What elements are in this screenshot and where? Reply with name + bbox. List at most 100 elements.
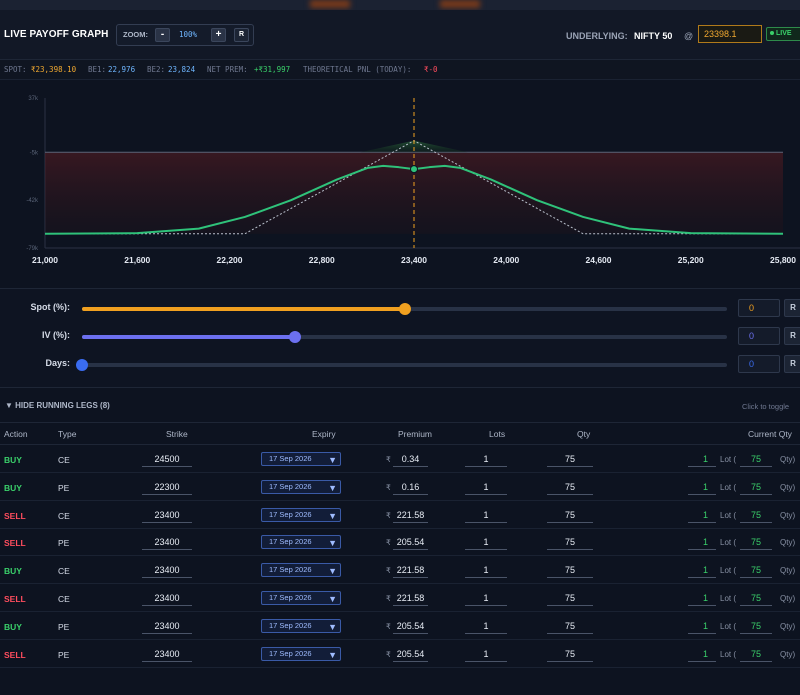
slider-reset-button[interactable]: R	[784, 299, 800, 317]
current-lots-input[interactable]: 1	[688, 619, 716, 634]
option-type[interactable]: PE	[58, 538, 70, 549]
strike-input[interactable]: 22300	[142, 480, 192, 495]
slider-thumb[interactable]	[398, 303, 411, 315]
expiry-select[interactable]: 17 Sep 2026 ▼	[261, 563, 341, 578]
expiry-select[interactable]: 17 Sep 2026 ▼	[261, 535, 341, 550]
zoom-in-button[interactable]: +	[211, 28, 226, 42]
strike-input[interactable]: 23400	[142, 647, 192, 662]
action-toggle[interactable]: SELL	[4, 510, 26, 521]
expiry-select[interactable]: 17 Sep 2026 ▼	[261, 507, 341, 522]
option-type[interactable]: CE	[58, 510, 70, 521]
hide-running-legs-toggle[interactable]: ▼ HIDE RUNNING LEGS (8)	[5, 401, 110, 410]
option-type[interactable]: CE	[58, 455, 70, 465]
qty-label: Qty)	[780, 482, 796, 492]
action-toggle[interactable]: BUY	[4, 482, 22, 493]
underlying-price-input[interactable]: 23398.1	[698, 25, 762, 43]
expiry-select[interactable]: 17 Sep 2026 ▼	[261, 452, 341, 466]
slider-value-input[interactable]: 0	[738, 299, 780, 317]
lots-input[interactable]: 1	[465, 480, 507, 495]
slider-reset-button[interactable]: R	[784, 327, 800, 345]
action-toggle[interactable]: SELL	[4, 538, 26, 549]
option-type[interactable]: PE	[58, 649, 70, 660]
qty-input[interactable]: 75	[547, 647, 593, 662]
slider-value-input[interactable]: 0	[738, 355, 780, 373]
lots-input[interactable]: 1	[465, 619, 507, 634]
option-type[interactable]: CE	[58, 566, 70, 577]
current-qty-input[interactable]: 75	[740, 452, 772, 467]
premium-input[interactable]: 205.54	[393, 647, 428, 662]
premium-input[interactable]: 221.58	[393, 508, 428, 523]
current-lots-input[interactable]: 1	[688, 508, 716, 523]
current-lots-input[interactable]: 1	[688, 647, 716, 662]
current-qty-input[interactable]: 75	[740, 535, 772, 551]
current-lots-input[interactable]: 1	[688, 480, 716, 495]
rupee-symbol: ₹	[386, 621, 391, 631]
premium-input[interactable]: 205.54	[393, 535, 428, 551]
lots-input[interactable]: 1	[465, 452, 507, 467]
action-toggle[interactable]: SELL	[4, 649, 26, 660]
action-toggle[interactable]: SELL	[4, 594, 26, 604]
qty-input[interactable]: 75	[547, 535, 593, 551]
current-qty-input[interactable]: 75	[740, 563, 772, 579]
current-qty-input[interactable]: 75	[740, 508, 772, 523]
zoom-out-button[interactable]: -	[155, 28, 170, 42]
action-toggle[interactable]: BUY	[4, 455, 22, 465]
lots-input[interactable]: 1	[465, 535, 507, 551]
qty-input[interactable]: 75	[547, 591, 593, 606]
qty-input[interactable]: 75	[547, 480, 593, 495]
current-qty-input[interactable]: 75	[740, 480, 772, 495]
premium-input[interactable]: 205.54	[393, 619, 428, 634]
lot-label: Lot (	[720, 510, 737, 520]
live-dot-icon	[770, 31, 774, 36]
slider-reset-button[interactable]: R	[784, 355, 800, 373]
current-lots-input[interactable]: 1	[688, 563, 716, 579]
strike-input[interactable]: 23400	[142, 508, 192, 523]
strike-input[interactable]: 23400	[142, 563, 192, 579]
expiry-select[interactable]: 17 Sep 2026 ▼	[261, 591, 341, 605]
lots-input[interactable]: 1	[465, 563, 507, 579]
premium-input[interactable]: 221.58	[393, 591, 428, 606]
lots-input[interactable]: 1	[465, 508, 507, 523]
x-tick-label: 22,200	[217, 255, 243, 265]
qty-input[interactable]: 75	[547, 563, 593, 579]
strike-input[interactable]: 23400	[142, 591, 192, 606]
lots-input[interactable]: 1	[465, 591, 507, 606]
slider-thumb[interactable]	[288, 331, 301, 343]
table-row: BUY PE 22300 17 Sep 2026 ▼ ₹0.16 1 75 1 Lot (75 Qt…	[0, 474, 800, 501]
premium-input[interactable]: 0.34	[393, 452, 428, 467]
col-expiry: Expiry	[312, 429, 336, 439]
strike-input[interactable]: 23400	[142, 619, 192, 634]
net-prem-value: +₹31,997	[254, 65, 291, 74]
slider-track[interactable]	[82, 331, 727, 343]
option-type[interactable]: CE	[58, 594, 70, 604]
payoff-chart[interactable]: 37k -5k -42k -79k 21,000 21,600 22,200 22,800 23…	[0, 86, 800, 286]
qty-input[interactable]: 75	[547, 619, 593, 634]
lots-input[interactable]: 1	[465, 647, 507, 662]
action-toggle[interactable]: BUY	[4, 566, 22, 577]
spot-marker-dot	[410, 165, 418, 174]
current-qty-input[interactable]: 75	[740, 647, 772, 662]
slider-value-input[interactable]: 0	[738, 327, 780, 345]
action-toggle[interactable]: BUY	[4, 621, 22, 632]
slider-thumb[interactable]	[76, 359, 88, 371]
current-qty-input[interactable]: 75	[740, 619, 772, 634]
current-lots-input[interactable]: 1	[688, 452, 716, 467]
zoom-reset-button[interactable]: R	[234, 28, 249, 42]
option-type[interactable]: PE	[58, 621, 70, 632]
current-qty-input[interactable]: 75	[740, 591, 772, 606]
slider-track[interactable]	[76, 359, 727, 371]
strike-input[interactable]: 23400	[142, 535, 192, 551]
slider-track[interactable]	[82, 303, 727, 315]
current-lots-input[interactable]: 1	[688, 535, 716, 551]
premium-input[interactable]: 0.16	[393, 480, 428, 495]
expiry-select[interactable]: 17 Sep 2026 ▼	[261, 618, 341, 633]
col-lots: Lots	[489, 429, 506, 439]
qty-input[interactable]: 75	[547, 508, 593, 523]
option-type[interactable]: PE	[58, 482, 70, 493]
qty-input[interactable]: 75	[547, 452, 593, 467]
expiry-select[interactable]: 17 Sep 2026 ▼	[261, 646, 341, 661]
current-lots-input[interactable]: 1	[688, 591, 716, 606]
strike-input[interactable]: 24500	[142, 452, 192, 467]
premium-input[interactable]: 221.58	[393, 563, 428, 579]
expiry-select[interactable]: 17 Sep 2026 ▼	[261, 479, 341, 494]
